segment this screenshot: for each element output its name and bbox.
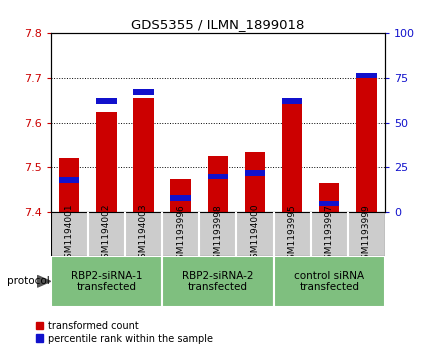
Polygon shape [37,276,51,287]
Bar [282,98,302,104]
Bar [59,177,79,183]
Text: GSM1193995: GSM1193995 [288,204,297,265]
Text: GSM1194002: GSM1194002 [102,204,111,264]
Bar [274,256,385,307]
Bar [59,158,79,212]
Bar [208,156,228,212]
Text: control siRNA
transfected: control siRNA transfected [294,270,364,292]
Text: protocol: protocol [7,276,49,286]
Legend: transformed count, percentile rank within the sample: transformed count, percentile rank withi… [36,321,213,344]
Text: GSM1193999: GSM1193999 [362,204,371,265]
Text: RBP2-siRNA-2
transfected: RBP2-siRNA-2 transfected [182,270,253,292]
Title: GDS5355 / ILMN_1899018: GDS5355 / ILMN_1899018 [131,19,304,32]
Text: GSM1194001: GSM1194001 [65,204,73,265]
Bar [170,179,191,212]
Text: GSM1193998: GSM1193998 [213,204,222,265]
Bar [356,78,377,212]
Bar [96,98,117,104]
Bar [208,174,228,179]
Bar [319,201,340,206]
Bar [51,256,162,307]
Bar [96,112,117,212]
Bar [245,152,265,212]
Text: GSM1194003: GSM1194003 [139,204,148,265]
Bar [319,183,340,212]
Bar [162,256,274,307]
Bar [133,89,154,95]
Text: GSM1193997: GSM1193997 [325,204,334,265]
Text: GSM1193996: GSM1193996 [176,204,185,265]
Text: GSM1194000: GSM1194000 [250,204,260,265]
Bar [170,195,191,201]
Text: RBP2-siRNA-1
transfected: RBP2-siRNA-1 transfected [70,270,142,292]
Bar [133,98,154,212]
Bar [245,170,265,176]
Bar [356,73,377,78]
Bar [282,104,302,212]
